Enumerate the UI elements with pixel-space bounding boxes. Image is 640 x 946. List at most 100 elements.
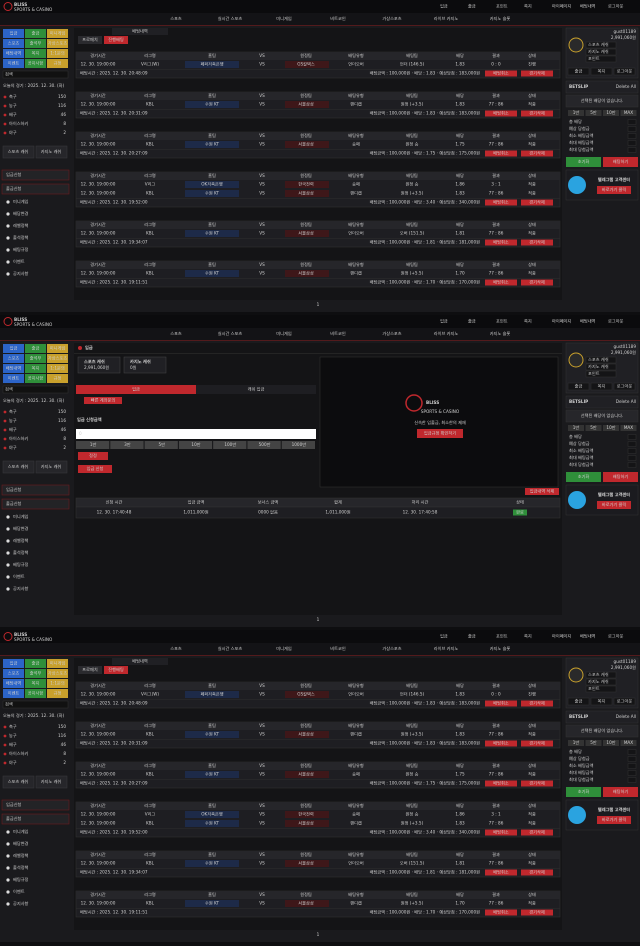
side-link[interactable]: 베팅규정 [13,561,29,568]
side-link[interactable]: 미니게임 [13,513,29,520]
chip-label[interactable]: 1만 [573,109,580,115]
amount-chip-label[interactable]: 10만 [191,441,200,447]
sport-name[interactable]: 축구 [9,723,17,730]
menu-label[interactable]: 출석부 [30,670,42,677]
top-link[interactable]: 출금 [468,3,476,10]
top-link[interactable]: 쪽지 [524,318,532,325]
clear-all[interactable]: Delete All [616,84,636,89]
amount-chip-label[interactable]: 5만 [158,441,165,447]
menu-button[interactable] [3,689,24,698]
sport-name[interactable]: 축구 [9,408,17,415]
sport-name[interactable]: 농구 [9,418,17,424]
sport-name[interactable]: 배구 [9,111,17,118]
menu-label[interactable]: 출석부 [30,355,42,362]
menu-button[interactable] [3,29,24,38]
amount-chip[interactable] [281,441,315,449]
account-button[interactable] [613,697,636,706]
telegram-link[interactable]: 바로가기 클릭 [602,186,627,193]
bet-action-label[interactable]: 경기삭제 [529,279,545,286]
bet-action-label[interactable]: 배팅취소 [493,780,509,787]
account-button-label[interactable]: 로그아웃 [617,383,633,390]
chip-button[interactable] [585,110,602,116]
menu-button[interactable] [25,39,46,48]
top-link[interactable]: 입금 [440,633,448,639]
side-link[interactable]: 출석정책 [13,234,29,241]
telegram-link-button[interactable] [597,186,631,194]
top-link[interactable]: 배팅내역 [580,3,596,10]
menu-button[interactable] [47,374,68,383]
menu-label[interactable]: 1:1문의 [50,365,65,372]
bet-action-label[interactable]: 경기삭제 [529,110,545,117]
history-tab-label[interactable]: 프로매치 [82,36,98,43]
account-inquiry-label[interactable]: 빠른 계좌문의 [91,397,116,404]
menu-label[interactable]: 규정 [54,375,62,382]
bet-action-label[interactable]: 배팅취소 [493,150,509,157]
side-link[interactable]: 이벤트 [13,888,25,895]
menu-label[interactable]: 출금 [32,660,40,667]
menu-button[interactable] [25,374,46,383]
account-button-label[interactable]: 출금 [575,698,583,705]
amount-input[interactable] [76,429,316,439]
top-link[interactable]: 마이페이지 [552,633,571,640]
side-link[interactable]: 이벤트 [13,573,25,580]
menu-button[interactable] [47,49,68,58]
top-link[interactable]: 쪽지 [524,633,532,640]
menu-button[interactable] [3,354,24,363]
amount-chip[interactable] [76,441,110,449]
bet-action[interactable] [485,909,517,916]
chip-button[interactable] [585,740,602,746]
account-button[interactable] [613,382,636,391]
side-link[interactable]: 미니게임 [13,198,29,205]
slip-action[interactable] [566,472,601,482]
bet-action[interactable] [485,829,517,836]
bet-action[interactable] [485,780,517,787]
menu-button[interactable] [3,39,24,48]
chip-label[interactable]: 5만 [590,739,597,745]
menu-label[interactable]: 공지사항 [28,375,44,382]
telegram-link[interactable]: 바로가기 클릭 [602,501,627,508]
bet-action-label[interactable]: 경기삭제 [529,199,545,206]
telegram-link-button[interactable] [597,501,631,509]
side-link[interactable]: 출석정책 [13,549,29,556]
bet-action-label[interactable]: 배팅취소 [493,909,509,916]
chip-label[interactable]: 5만 [590,424,597,430]
nav-item[interactable]: 미니게임 [276,330,292,337]
bet-action[interactable] [485,110,517,117]
sport-name[interactable]: 아이스하키 [9,750,28,757]
bet-action[interactable] [485,150,517,157]
side-link[interactable]: 베팅규정 [13,876,29,883]
chip-button[interactable] [568,425,584,431]
bet-action[interactable] [521,199,553,206]
menu-label[interactable]: 미니게임 [50,660,66,667]
bet-action[interactable] [485,70,517,77]
slip-action-label[interactable]: 배팅하기 [613,473,629,480]
menu-button[interactable] [47,39,68,48]
bet-action[interactable] [521,279,553,286]
chip-button[interactable] [620,425,637,431]
side-header-label[interactable]: 입금신청 [6,801,22,807]
bet-action[interactable] [521,780,553,787]
menu-label[interactable]: 입금 [10,30,18,36]
chip-label[interactable]: MAX [624,425,633,430]
bet-action-label[interactable]: 경기삭제 [529,700,545,707]
menu-button[interactable] [3,49,24,58]
side-header[interactable] [1,169,70,181]
menu-button[interactable] [25,669,46,678]
bet-action-label[interactable]: 경기삭제 [529,909,545,916]
top-link[interactable]: 출금 [468,318,476,325]
submit-label[interactable]: 입금 신청 [87,465,104,471]
slip-action[interactable] [566,787,601,797]
account-button-label[interactable]: 출금 [575,68,583,75]
menu-button[interactable] [3,59,24,68]
bet-action-label[interactable]: 경기삭제 [529,869,545,876]
menu-button[interactable] [25,659,46,668]
nav-item[interactable]: 실시간 스포츠 [218,330,243,336]
side-link[interactable]: 공지사항 [13,585,29,592]
submit-button[interactable] [78,465,112,473]
menu-label[interactable]: 배팅내역 [6,680,22,687]
menu-button[interactable] [25,364,46,373]
sport-name[interactable]: 축구 [9,93,17,100]
nav-item[interactable]: 가상스포츠 [382,645,401,652]
top-link[interactable]: 마이페이지 [552,318,571,325]
bet-action-label[interactable]: 경기삭제 [529,780,545,787]
